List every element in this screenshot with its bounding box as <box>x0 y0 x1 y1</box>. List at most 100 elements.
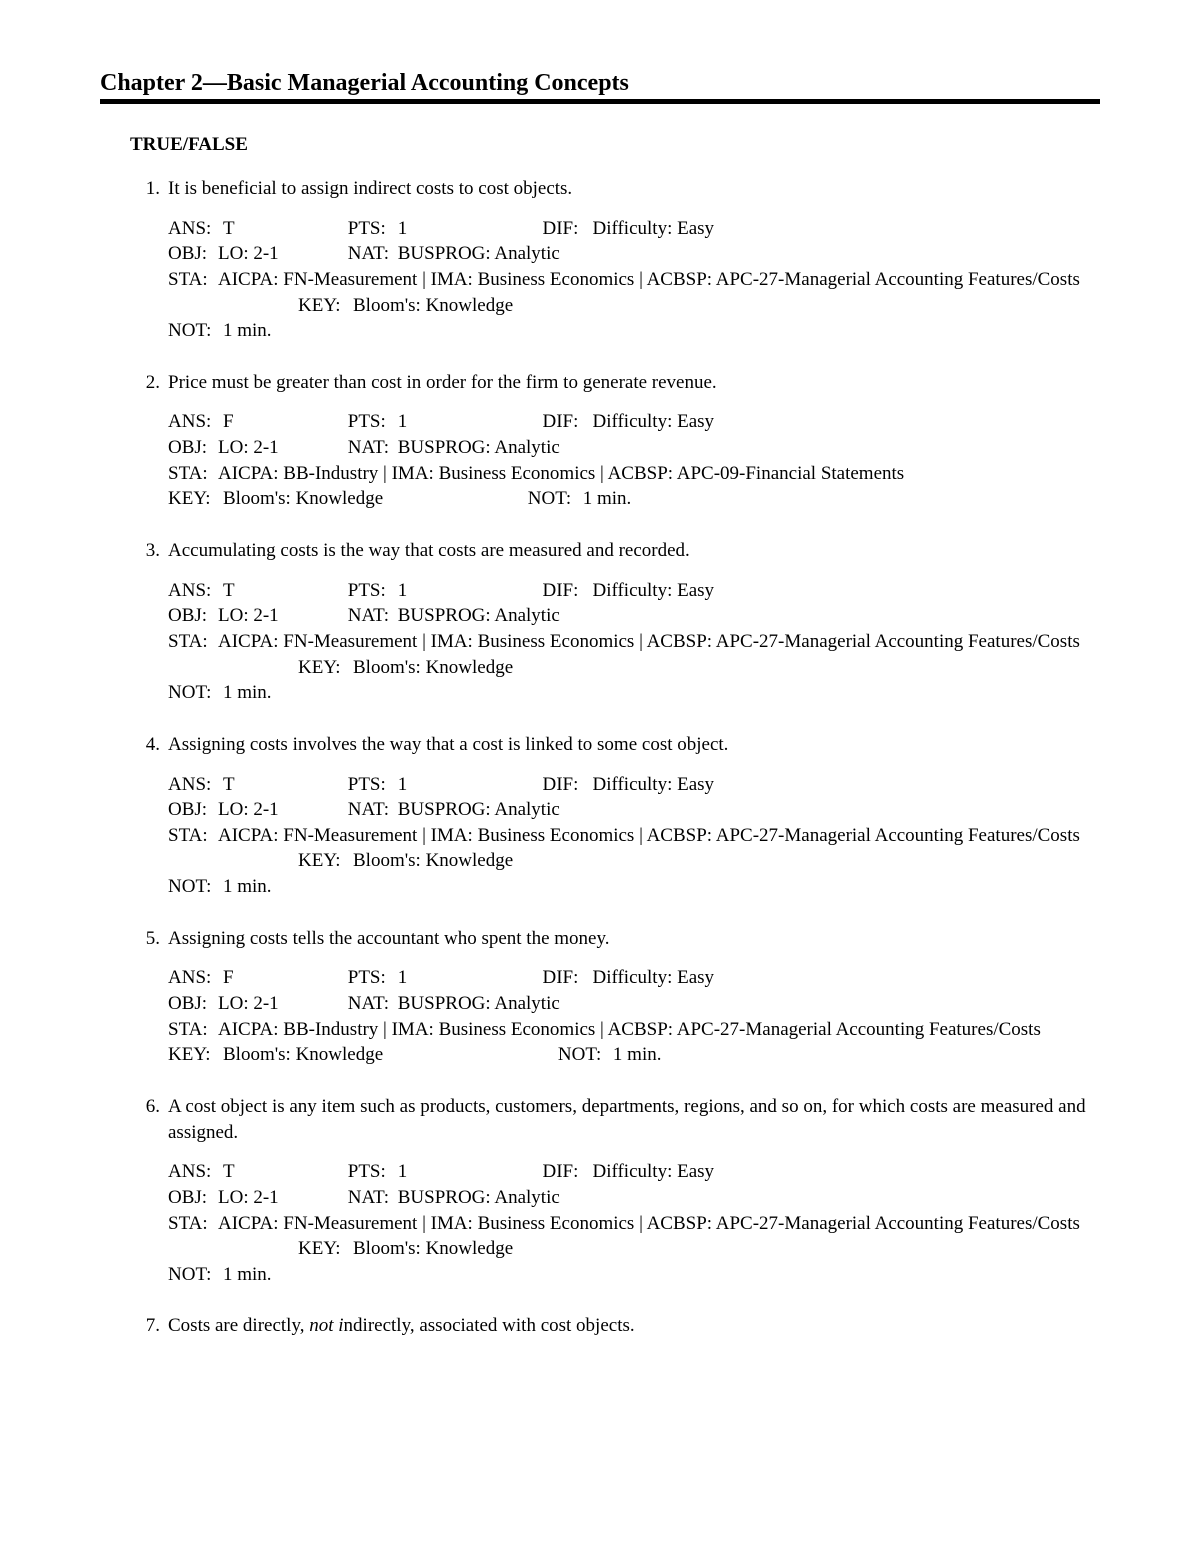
dif-value: Difficulty: Easy <box>593 580 715 601</box>
q7-part1: Costs are directly, <box>168 1315 309 1336</box>
question-meta: ANS:T PTS:1 DIF:Difficulty: Easy OBJ:LO:… <box>168 772 1100 900</box>
sta-label: STA: <box>168 629 218 655</box>
document-page: Chapter 2—Basic Managerial Accounting Co… <box>0 0 1200 1553</box>
question-meta: ANS:F PTS:1 DIF:Difficulty: Easy OBJ:LO:… <box>168 409 1100 512</box>
not-label: NOT: <box>558 1042 613 1068</box>
chapter-title: Chapter 2—Basic Managerial Accounting Co… <box>100 70 1100 97</box>
nat-value: BUSPROG: Analytic <box>398 1187 560 1208</box>
nat-value: BUSPROG: Analytic <box>398 605 560 626</box>
ans-label: ANS: <box>168 1159 223 1185</box>
nat-label: NAT: <box>348 603 398 629</box>
sta-label: STA: <box>168 823 218 849</box>
obj-value: LO: 2-1 <box>218 603 343 629</box>
question-meta: ANS:F PTS:1 DIF:Difficulty: Easy OBJ:LO:… <box>168 965 1100 1068</box>
question-meta: ANS:T PTS:1 DIF:Difficulty: Easy OBJ:LO:… <box>168 216 1100 344</box>
pts-value: 1 <box>398 1159 538 1185</box>
question-text: Costs are directly, not indirectly, asso… <box>168 1313 1100 1339</box>
dif-label: DIF: <box>543 965 593 991</box>
sta-value: AICPA: BB-Industry | IMA: Business Econo… <box>218 463 904 484</box>
dif-label: DIF: <box>543 772 593 798</box>
question-text: Assigning costs tells the accountant who… <box>168 926 1100 952</box>
key-value: Bloom's: Knowledge <box>353 295 513 316</box>
sta-value: AICPA: FN-Measurement | IMA: Business Ec… <box>218 269 1080 290</box>
key-label: KEY: <box>298 655 353 681</box>
dif-label: DIF: <box>543 216 593 242</box>
not-value: 1 min. <box>613 1044 662 1065</box>
dif-value: Difficulty: Easy <box>593 218 715 239</box>
pts-label: PTS: <box>348 216 398 242</box>
pts-value: 1 <box>398 965 538 991</box>
question-number: 3. <box>130 538 160 564</box>
obj-value: LO: 2-1 <box>218 241 343 267</box>
not-label: NOT: <box>168 874 223 900</box>
nat-label: NAT: <box>348 991 398 1017</box>
pts-value: 1 <box>398 578 538 604</box>
ans-value: T <box>223 578 343 604</box>
ans-label: ANS: <box>168 578 223 604</box>
nat-label: NAT: <box>348 435 398 461</box>
not-label: NOT: <box>168 1262 223 1288</box>
question-number: 1. <box>130 176 160 202</box>
sta-value: AICPA: BB-Industry | IMA: Business Econo… <box>218 1019 1041 1040</box>
not-value: 1 min. <box>223 320 272 341</box>
sta-label: STA: <box>168 1211 218 1237</box>
pts-value: 1 <box>398 772 538 798</box>
not-label: NOT: <box>168 318 223 344</box>
nat-value: BUSPROG: Analytic <box>398 993 560 1014</box>
obj-value: LO: 2-1 <box>218 1185 343 1211</box>
sta-label: STA: <box>168 1017 218 1043</box>
obj-label: OBJ: <box>168 603 218 629</box>
q7-italic: not i <box>309 1315 343 1336</box>
not-value: 1 min. <box>223 876 272 897</box>
ans-label: ANS: <box>168 772 223 798</box>
question-list: 1. It is beneficial to assign indirect c… <box>130 176 1100 1339</box>
pts-label: PTS: <box>348 772 398 798</box>
question-item: 6. A cost object is any item such as pro… <box>130 1094 1100 1287</box>
nat-value: BUSPROG: Analytic <box>398 243 560 264</box>
question-meta: ANS:T PTS:1 DIF:Difficulty: Easy OBJ:LO:… <box>168 1159 1100 1287</box>
sta-value: AICPA: FN-Measurement | IMA: Business Ec… <box>218 631 1080 652</box>
dif-label: DIF: <box>543 1159 593 1185</box>
nat-label: NAT: <box>348 1185 398 1211</box>
q7-part3: ndirectly, associated with cost objects. <box>344 1315 635 1336</box>
question-number: 4. <box>130 732 160 758</box>
ans-value: T <box>223 1159 343 1185</box>
key-label: KEY: <box>168 486 223 512</box>
key-label: KEY: <box>298 293 353 319</box>
pts-value: 1 <box>398 409 538 435</box>
nat-value: BUSPROG: Analytic <box>398 437 560 458</box>
obj-value: LO: 2-1 <box>218 797 343 823</box>
not-value: 1 min. <box>583 488 632 509</box>
question-number: 5. <box>130 926 160 952</box>
question-item: 5. Assigning costs tells the accountant … <box>130 926 1100 1068</box>
pts-label: PTS: <box>348 965 398 991</box>
question-meta: ANS:T PTS:1 DIF:Difficulty: Easy OBJ:LO:… <box>168 578 1100 706</box>
question-number: 2. <box>130 370 160 396</box>
pts-label: PTS: <box>348 409 398 435</box>
key-value: Bloom's: Knowledge <box>353 657 513 678</box>
pts-label: PTS: <box>348 578 398 604</box>
question-text: Price must be greater than cost in order… <box>168 370 1100 396</box>
ans-value: T <box>223 216 343 242</box>
not-value: 1 min. <box>223 682 272 703</box>
nat-label: NAT: <box>348 241 398 267</box>
dif-label: DIF: <box>543 578 593 604</box>
sta-label: STA: <box>168 461 218 487</box>
key-value: Bloom's: Knowledge <box>223 1044 383 1065</box>
pts-label: PTS: <box>348 1159 398 1185</box>
nat-value: BUSPROG: Analytic <box>398 799 560 820</box>
key-value: Bloom's: Knowledge <box>353 1238 513 1259</box>
question-item: 3. Accumulating costs is the way that co… <box>130 538 1100 706</box>
key-label: KEY: <box>298 848 353 874</box>
obj-label: OBJ: <box>168 991 218 1017</box>
dif-value: Difficulty: Easy <box>593 411 715 432</box>
question-number: 6. <box>130 1094 160 1120</box>
question-item: 4. Assigning costs involves the way that… <box>130 732 1100 900</box>
question-text: Assigning costs involves the way that a … <box>168 732 1100 758</box>
key-value: Bloom's: Knowledge <box>353 850 513 871</box>
ans-label: ANS: <box>168 965 223 991</box>
obj-value: LO: 2-1 <box>218 991 343 1017</box>
dif-value: Difficulty: Easy <box>593 1161 715 1182</box>
nat-label: NAT: <box>348 797 398 823</box>
question-item: 7. Costs are directly, not indirectly, a… <box>130 1313 1100 1339</box>
